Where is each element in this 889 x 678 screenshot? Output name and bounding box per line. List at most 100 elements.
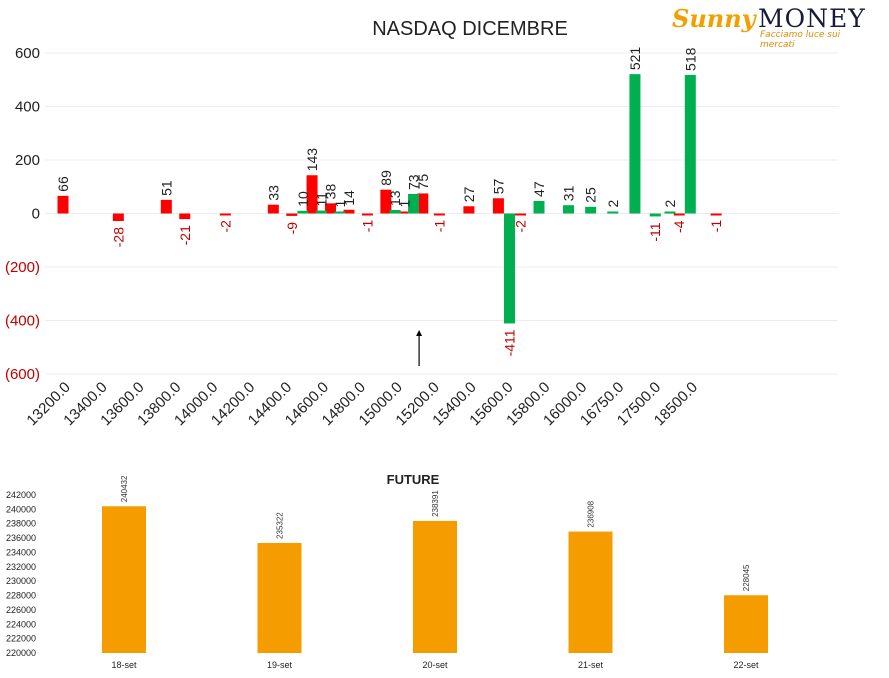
nasdaq-bars bbox=[57, 74, 722, 324]
annotation-up-arrow bbox=[416, 330, 423, 366]
y-tick-label: 400 bbox=[15, 99, 40, 116]
y-tick-label: 226000 bbox=[6, 605, 36, 615]
data-label: 75 bbox=[415, 174, 431, 190]
sunny-money-logo: Sunny MONEY Facciamo luce sui mercati bbox=[672, 4, 877, 50]
y-tick-label: 224000 bbox=[6, 619, 36, 629]
bar bbox=[102, 506, 146, 653]
data-label: -1 bbox=[431, 220, 447, 233]
bar bbox=[408, 193, 420, 214]
bar bbox=[433, 213, 445, 216]
y-tick-label: 236000 bbox=[6, 533, 36, 543]
future-chart-title: FUTURE bbox=[387, 472, 440, 487]
data-label: -2 bbox=[217, 220, 233, 233]
data-label: 1 bbox=[396, 200, 412, 208]
bar bbox=[361, 213, 373, 216]
data-label: 521 bbox=[627, 47, 643, 71]
logo-brand-money: MONEY bbox=[758, 4, 866, 33]
bar bbox=[417, 193, 429, 214]
bar bbox=[664, 211, 676, 214]
data-label: 31 bbox=[561, 185, 577, 201]
future-y-axis: 242000 240000 238000 236000 234000 232000 2300… bbox=[6, 490, 36, 658]
data-label: 51 bbox=[158, 180, 174, 196]
y-tick-label: (400) bbox=[5, 313, 40, 330]
data-label: 1 bbox=[332, 200, 348, 208]
data-label: 228045 bbox=[742, 564, 751, 591]
y-tick-label: 242000 bbox=[6, 490, 36, 500]
y-tick-label: 220000 bbox=[6, 648, 36, 658]
y-tick-label: (200) bbox=[5, 259, 40, 276]
bar bbox=[649, 213, 661, 217]
logo-tagline: Facciamo luce sui mercati bbox=[760, 30, 841, 50]
bar bbox=[684, 74, 696, 214]
data-label: -411 bbox=[501, 329, 517, 356]
data-label: 238391 bbox=[431, 490, 440, 517]
bar bbox=[503, 213, 515, 324]
bar bbox=[286, 213, 298, 216]
data-label: 143 bbox=[304, 148, 320, 172]
bar bbox=[515, 213, 527, 216]
future-x-axis: 18-set 19-set 20-set 21-set 22-set bbox=[111, 660, 759, 670]
data-label: 2 bbox=[605, 200, 621, 208]
bar bbox=[325, 203, 337, 214]
bar bbox=[57, 195, 69, 214]
bar bbox=[343, 209, 355, 214]
y-tick-label: (600) bbox=[5, 366, 40, 383]
bar bbox=[389, 210, 401, 214]
data-label: 57 bbox=[490, 178, 506, 194]
data-label: 25 bbox=[583, 187, 599, 203]
y-tick-label: 228000 bbox=[6, 591, 36, 601]
y-tick-label: 0 bbox=[32, 206, 40, 223]
data-label: -2 bbox=[513, 220, 529, 233]
data-label: -1 bbox=[708, 220, 724, 233]
bar bbox=[398, 211, 410, 214]
bar bbox=[563, 205, 575, 214]
bar bbox=[585, 206, 597, 214]
data-label: 33 bbox=[265, 185, 281, 201]
future-bars bbox=[102, 506, 768, 653]
bar bbox=[306, 175, 318, 214]
bar bbox=[533, 200, 545, 214]
data-label: -4 bbox=[671, 220, 687, 233]
nasdaq-x-axis: 13200.013400.013600.013800.014000.014200… bbox=[23, 379, 701, 429]
bar bbox=[710, 213, 722, 216]
data-label: 236908 bbox=[587, 500, 596, 527]
data-label: 240432 bbox=[120, 475, 129, 502]
bar bbox=[413, 520, 457, 653]
bar bbox=[160, 199, 172, 214]
bar bbox=[724, 595, 768, 653]
y-tick-label: 240000 bbox=[6, 504, 36, 514]
data-label: 73 bbox=[406, 174, 422, 190]
bar bbox=[673, 213, 685, 216]
data-label: 27 bbox=[461, 186, 477, 202]
nasdaq-chart-title: NASDAQ DICEMBRE bbox=[372, 18, 568, 40]
bar bbox=[607, 211, 619, 214]
data-label: -11 bbox=[647, 222, 663, 241]
data-label: 235322 bbox=[276, 512, 285, 539]
bar bbox=[297, 210, 309, 214]
data-label: 66 bbox=[55, 176, 71, 192]
bar bbox=[568, 531, 613, 653]
y-tick-label: 230000 bbox=[6, 576, 36, 586]
data-label: 11 bbox=[313, 192, 329, 207]
x-tick-label: 18-set bbox=[111, 660, 137, 670]
data-label: 89 bbox=[378, 170, 394, 186]
x-tick-label: 22-set bbox=[733, 660, 759, 670]
bar bbox=[219, 213, 231, 216]
data-label: 38 bbox=[323, 184, 339, 200]
y-tick-label: 600 bbox=[15, 45, 40, 62]
future-volume-chart: FUTURE 242000 240000 238000 236000 234000 232… bbox=[6, 472, 768, 670]
data-label: -21 bbox=[177, 225, 193, 245]
bar bbox=[463, 206, 475, 214]
data-label: -9 bbox=[284, 222, 300, 235]
bar bbox=[179, 213, 191, 220]
data-label: 518 bbox=[682, 47, 698, 71]
data-label: 10 bbox=[295, 191, 311, 207]
arrow-head bbox=[416, 330, 423, 336]
future-data-labels: 240432 235322 238391 236908 228045 bbox=[120, 475, 751, 591]
bar bbox=[315, 210, 327, 214]
x-tick-label: 20-set bbox=[422, 660, 448, 670]
y-tick-label: 234000 bbox=[6, 547, 36, 557]
y-tick-label: 232000 bbox=[6, 562, 36, 572]
bar bbox=[257, 542, 302, 653]
